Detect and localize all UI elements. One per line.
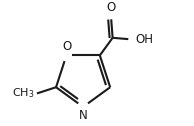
Text: OH: OH [135,33,153,46]
Text: CH$_3$: CH$_3$ [12,87,34,100]
Text: O: O [106,1,116,13]
Text: O: O [63,40,72,53]
Text: N: N [79,109,87,122]
